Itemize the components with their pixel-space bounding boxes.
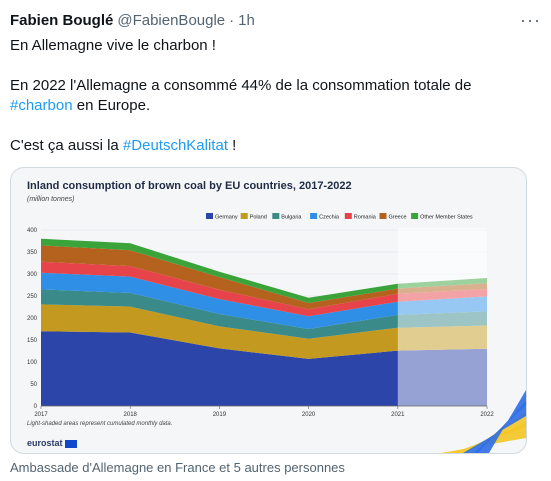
x-tick-label: 2020 bbox=[302, 412, 316, 418]
chart-title: Inland consumption of brown coal by EU c… bbox=[27, 180, 352, 192]
media-card[interactable]: Inland consumption of brown coal by EU c… bbox=[10, 167, 527, 454]
tweet-line-2: En 2022 l'Allemagne a consommé 44% de la… bbox=[10, 76, 541, 116]
y-tick-label: 0 bbox=[34, 404, 38, 410]
y-tick-label: 250 bbox=[27, 294, 38, 300]
legend-label: Bulgaria bbox=[281, 215, 302, 221]
chart-subtitle: (million tonnes) bbox=[27, 196, 75, 203]
legend-swatch bbox=[411, 213, 419, 219]
eurostat-logo: eurostat bbox=[27, 438, 77, 448]
legend-label: Germany bbox=[215, 215, 238, 221]
legend-swatch bbox=[206, 213, 213, 219]
estimated-shade bbox=[397, 228, 487, 406]
legend-label: Other Member States bbox=[420, 215, 473, 221]
legend-label: Romania bbox=[354, 215, 377, 221]
area-greece bbox=[41, 245, 487, 310]
area-czechia bbox=[41, 272, 487, 329]
legend-swatch bbox=[379, 213, 387, 219]
hashtag-charbon[interactable]: #charbon bbox=[10, 97, 73, 114]
author-handle[interactable]: @FabienBougle bbox=[117, 11, 226, 29]
tweet-line-2-text: En 2022 l'Allemagne a consommé 44% de la… bbox=[10, 77, 472, 94]
more-options-icon[interactable]: ··· bbox=[520, 10, 541, 30]
eu-flag-icon bbox=[64, 439, 77, 448]
area-romania bbox=[41, 261, 487, 317]
chart: Germany Poland Bulgaria Czechia Romania Greec… bbox=[27, 213, 526, 453]
x-tick-label: 2022 bbox=[480, 412, 494, 418]
legend-label: Greece bbox=[389, 215, 407, 221]
eurostat-logo-text: eurostat bbox=[27, 438, 63, 448]
legend-swatch bbox=[344, 213, 352, 219]
chart-plot: 0 50 100 150 200 250 300 350 400 2017 2018 2019 2020… bbox=[27, 228, 494, 418]
tweet-header: Fabien Bouglé @FabienBougle · 1h bbox=[10, 10, 541, 30]
x-tick-label: 2021 bbox=[391, 412, 405, 418]
chart-legend: Germany Poland Bulgaria Czechia Romania Greec… bbox=[206, 213, 473, 221]
y-tick-label: 50 bbox=[30, 382, 37, 388]
area-bulgaria bbox=[41, 289, 487, 339]
tweet-line-3: C'est ça aussi la #DeutschKalitat ! bbox=[10, 136, 541, 156]
y-tick-label: 100 bbox=[27, 360, 38, 366]
legend-swatch bbox=[310, 213, 318, 219]
area-germany bbox=[41, 331, 487, 406]
timestamp[interactable]: 1h bbox=[238, 11, 255, 29]
legend-label: Czechia bbox=[319, 215, 340, 221]
author-name[interactable]: Fabien Bouglé bbox=[10, 11, 114, 29]
stripe bbox=[441, 423, 526, 453]
legend-swatch bbox=[272, 213, 280, 219]
chart-note: Light-shaded areas represent cumulated m… bbox=[27, 421, 173, 427]
tweet[interactable]: Fabien Bouglé @FabienBougle · 1h En Alle… bbox=[10, 10, 541, 176]
social-context[interactable]: Ambassade d'Allemagne en France et 5 aut… bbox=[10, 460, 345, 475]
area-poland bbox=[41, 304, 487, 359]
y-tick-label: 400 bbox=[27, 228, 38, 234]
hashtag-deutschkalitat[interactable]: #DeutschKalitat bbox=[122, 137, 228, 154]
tweet-line-3-text: C'est ça aussi la bbox=[10, 137, 123, 154]
separator: · bbox=[229, 11, 235, 29]
y-tick-label: 300 bbox=[27, 272, 38, 278]
y-tick-label: 350 bbox=[27, 250, 38, 256]
legend-label: Poland bbox=[250, 215, 267, 221]
y-tick-label: 150 bbox=[27, 338, 38, 344]
x-tick-label: 2019 bbox=[213, 412, 227, 418]
tweet-line-2-end: en Europe. bbox=[72, 97, 151, 114]
area-other-member-states bbox=[41, 238, 487, 303]
tweet-text: En Allemagne vive le charbon ! En 2022 l… bbox=[10, 36, 541, 156]
tweet-line-3-end: ! bbox=[227, 137, 237, 154]
y-tick-label: 200 bbox=[27, 316, 38, 322]
tweet-line-1: En Allemagne vive le charbon ! bbox=[10, 37, 216, 54]
x-tick-label: 2018 bbox=[124, 412, 138, 418]
x-tick-label: 2017 bbox=[34, 412, 48, 418]
eurostat-stripes bbox=[441, 390, 526, 453]
legend-swatch bbox=[240, 213, 248, 219]
